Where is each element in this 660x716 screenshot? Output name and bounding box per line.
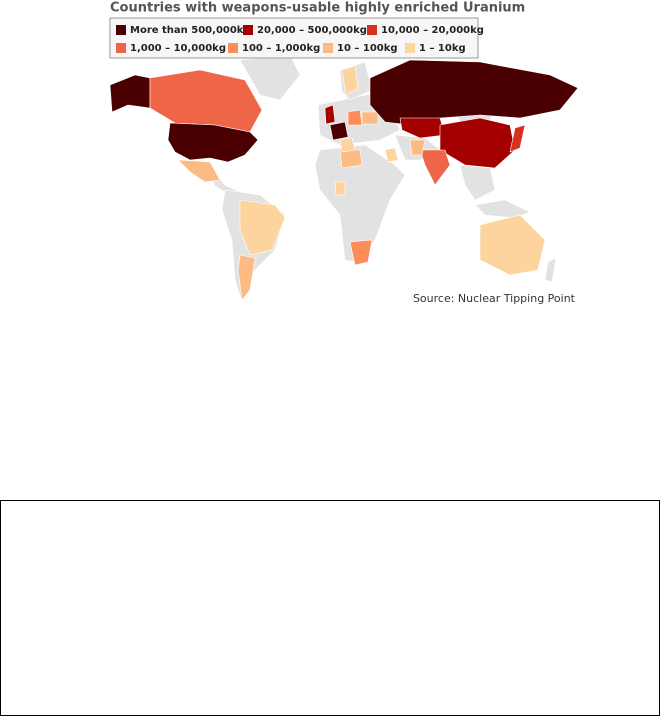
country — [341, 65, 359, 96]
legend-swatch — [243, 25, 253, 35]
legend-label: 10 – 100kg — [337, 43, 398, 54]
legend-label: 10,000 – 20,000kg — [381, 25, 484, 36]
country — [419, 149, 451, 186]
country — [369, 59, 579, 126]
country — [329, 121, 349, 141]
countries — [109, 59, 579, 301]
country — [347, 109, 363, 126]
country — [237, 254, 256, 301]
country — [399, 117, 446, 139]
legend-label: 1 – 10kg — [419, 43, 466, 54]
country — [339, 137, 356, 153]
country — [177, 159, 221, 183]
legend-swatch — [323, 43, 333, 53]
legend-swatch — [228, 43, 238, 53]
legend-box — [109, 17, 479, 59]
map-title: Countries with weapons-usable highly enr… — [110, 1, 525, 16]
country — [361, 111, 379, 125]
country — [109, 74, 151, 113]
country — [167, 122, 259, 163]
legend-label: 20,000 – 500,000kg — [257, 25, 367, 36]
country — [149, 69, 263, 133]
source: Source: Nuclear Tipping Point — [413, 292, 576, 305]
country — [324, 104, 336, 125]
country — [479, 214, 546, 276]
country — [239, 199, 286, 256]
country — [339, 149, 363, 169]
country — [509, 124, 526, 153]
country — [349, 239, 373, 266]
country — [334, 181, 346, 196]
legend-label: 100 – 1,000kg — [242, 43, 320, 54]
legend-swatch — [405, 43, 415, 53]
legend-swatch — [116, 43, 126, 53]
legend: More than 500,000kg 20,000 – 500,000kg 10,… — [116, 25, 484, 54]
country — [439, 117, 516, 169]
country — [409, 139, 426, 156]
legend-swatch — [367, 25, 377, 35]
map: Countries with weapons-usable highly enr… — [109, 1, 579, 305]
empty-panel — [0, 500, 660, 716]
country — [384, 147, 399, 163]
legend-label: 1,000 – 10,000kg — [130, 43, 226, 54]
legend-swatch — [116, 25, 126, 35]
legend-label: More than 500,000kg — [130, 25, 251, 36]
